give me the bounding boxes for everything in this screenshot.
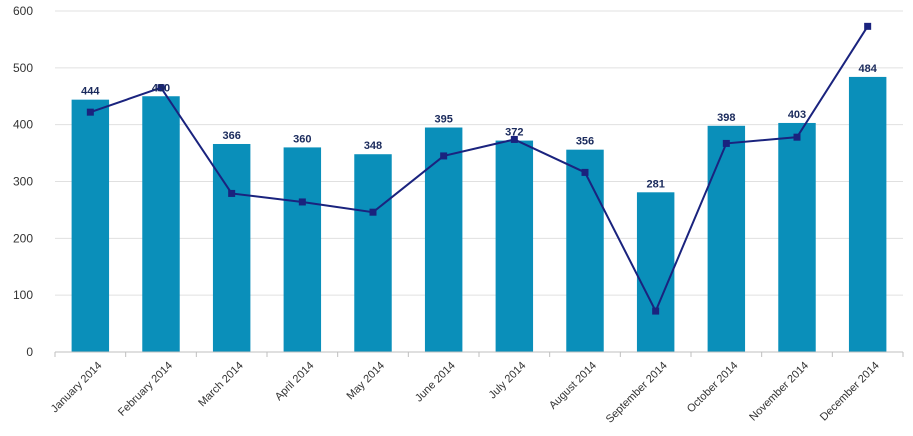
x-tick-label: April 2014 (273, 360, 317, 404)
y-tick-label: 600 (13, 4, 33, 18)
line-point (86, 108, 94, 116)
y-tick-label: 400 (13, 118, 33, 132)
data-label: 395 (434, 114, 452, 126)
line-point (157, 84, 165, 92)
y-tick-label: 100 (13, 288, 33, 302)
data-labels: 444 450 366 360 348 395 372 356 281 398 403 484 (81, 63, 878, 190)
data-label: 450 (152, 82, 170, 94)
bar (142, 96, 180, 352)
line-point (228, 189, 236, 197)
bar (354, 154, 392, 352)
bar (848, 76, 887, 352)
x-axis: January 2014 February 2014 March 2014 April… (49, 351, 904, 426)
x-tick-label: October 2014 (685, 360, 741, 416)
line-series (86, 22, 872, 315)
data-label: 366 (222, 130, 240, 142)
y-tick-label: 300 (13, 175, 33, 189)
bar (636, 192, 675, 352)
x-tick-label: December 2014 (818, 360, 882, 424)
data-label: 356 (576, 136, 594, 148)
data-label: 360 (293, 133, 311, 145)
bar-series (71, 76, 887, 352)
x-tick-label: January 2014 (49, 360, 105, 416)
x-tick-label: June 2014 (413, 360, 458, 405)
line-point (510, 135, 518, 143)
series-line (90, 25, 869, 314)
line-point (864, 22, 872, 30)
data-label: 403 (788, 109, 806, 121)
x-tick-label: May 2014 (344, 360, 387, 403)
bar (71, 99, 110, 352)
grid-lines (55, 10, 903, 296)
x-tick-label: July 2014 (487, 360, 529, 402)
line-point (793, 133, 801, 141)
bar (778, 122, 816, 352)
x-tick-label: September 2014 (604, 360, 670, 426)
bar (283, 147, 322, 352)
x-tick-label: February 2014 (116, 360, 175, 419)
y-tick-label: 0 (26, 345, 33, 359)
data-label: 281 (646, 178, 664, 190)
data-label: 444 (81, 86, 100, 98)
x-tick-label: March 2014 (196, 360, 246, 410)
data-label: 372 (505, 127, 523, 139)
bar (212, 143, 251, 352)
line-point (440, 152, 448, 160)
line-point (722, 139, 730, 147)
bar (424, 127, 463, 352)
y-tick-label: 500 (13, 61, 33, 75)
bar (566, 149, 604, 352)
x-tick-label: November 2014 (747, 360, 811, 424)
x-tick-label: August 2014 (547, 360, 599, 412)
bar (707, 125, 746, 352)
line-point (581, 168, 589, 176)
line-point (652, 307, 660, 315)
bar (495, 140, 534, 352)
y-tick-label: 200 (13, 231, 33, 245)
line-point (298, 198, 306, 206)
y-axis: 0 100 200 300 400 500 600 (13, 4, 33, 359)
data-label: 348 (364, 140, 382, 152)
data-label: 484 (858, 63, 877, 75)
line-point (369, 208, 377, 216)
data-label: 398 (717, 112, 735, 124)
